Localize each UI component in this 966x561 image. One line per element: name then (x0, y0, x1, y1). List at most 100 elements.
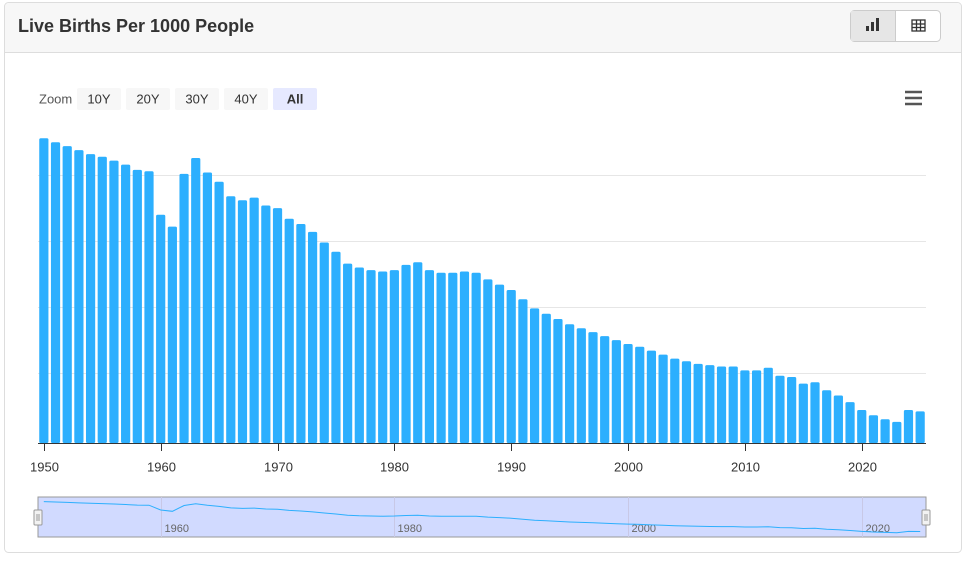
bar (529, 308, 540, 443)
bar (121, 164, 131, 444)
bar (553, 318, 563, 443)
bar (903, 410, 914, 443)
bar (85, 154, 96, 443)
zoom-button-label: 40Y (234, 91, 257, 106)
bar (728, 366, 738, 443)
bar (343, 263, 353, 443)
bar (97, 156, 107, 444)
bar (892, 421, 902, 443)
x-tick-label: 2000 (614, 459, 643, 474)
bar (307, 231, 318, 443)
zoom-button-label: 20Y (136, 91, 159, 106)
bar (459, 271, 470, 443)
bar (179, 173, 189, 443)
bar (378, 271, 388, 443)
bar (39, 138, 49, 443)
x-tick-label: 1970 (264, 459, 293, 474)
bar (681, 361, 692, 443)
zoom-button[interactable] (77, 88, 121, 110)
bar (833, 395, 843, 443)
navigator-tick-label: 1960 (165, 523, 189, 535)
navigator-line (43, 501, 921, 534)
bar (202, 172, 213, 443)
bar (284, 218, 294, 443)
chart-title: Live Births Per 1000 People (18, 16, 254, 36)
bar (249, 197, 259, 443)
zoom-button-label: 10Y (87, 91, 110, 106)
bar (413, 262, 423, 443)
bar (331, 251, 341, 443)
bar (646, 350, 657, 443)
bar (798, 383, 808, 443)
navigator-tick-label: 1980 (398, 523, 422, 535)
bar (611, 340, 621, 443)
bar (822, 390, 832, 443)
bar (494, 284, 505, 443)
bar (237, 200, 248, 443)
bar (319, 242, 329, 443)
navigator-tick-label: 2000 (632, 523, 656, 535)
bar (565, 324, 575, 443)
bar (424, 270, 435, 443)
bar (658, 354, 668, 443)
bar (296, 223, 306, 443)
bar (670, 358, 680, 443)
bar (366, 270, 376, 443)
zoom-button-label: All (287, 91, 304, 106)
bar (775, 375, 785, 443)
bar (167, 226, 177, 443)
bar (588, 332, 598, 443)
bar (787, 377, 797, 443)
bar (50, 142, 61, 443)
bar (705, 365, 715, 443)
bar (623, 344, 633, 443)
bar (716, 366, 727, 443)
view-toggle (850, 10, 941, 42)
bar (868, 415, 879, 443)
bar (845, 402, 855, 443)
x-tick-label: 1960 (147, 459, 176, 474)
bar (471, 272, 481, 443)
bar (436, 272, 446, 443)
bar (191, 158, 201, 443)
bar (261, 205, 271, 443)
bar (763, 367, 773, 443)
header (5, 3, 961, 52)
zoom-button-label: 30Y (185, 91, 208, 106)
bar-icon (866, 18, 879, 31)
zoom-button[interactable] (273, 88, 317, 110)
bar (635, 346, 645, 443)
bar (226, 196, 236, 443)
x-tick-label: 2020 (848, 459, 877, 474)
bar (740, 370, 750, 443)
zoom-button[interactable] (175, 88, 219, 110)
navigator-tick-label: 2020 (866, 523, 890, 535)
navigator-handle[interactable] (33, 509, 43, 526)
menu-button[interactable] (903, 88, 924, 108)
bar (915, 411, 925, 443)
x-tick-label: 2010 (731, 459, 760, 474)
x-tick-label: 1990 (497, 459, 526, 474)
bar (810, 382, 820, 443)
zoom-button[interactable] (126, 88, 170, 110)
bar (354, 267, 364, 443)
navigator-handle[interactable] (921, 509, 931, 526)
zoom-button[interactable] (224, 88, 268, 110)
bar (156, 214, 166, 443)
bar (109, 160, 119, 443)
zoom-label: Zoom (39, 91, 72, 106)
bar (518, 299, 528, 443)
bar (272, 208, 283, 443)
bar (62, 146, 72, 444)
bar (506, 289, 516, 443)
bar (857, 410, 867, 443)
table-view-button[interactable] (911, 19, 926, 32)
x-tick-label: 1950 (30, 459, 59, 474)
bar (389, 270, 399, 443)
bar (576, 328, 586, 443)
bar (693, 363, 703, 443)
bar (600, 336, 610, 443)
bar (541, 313, 551, 443)
x-tick-label: 1980 (380, 459, 409, 474)
bar (214, 181, 224, 443)
